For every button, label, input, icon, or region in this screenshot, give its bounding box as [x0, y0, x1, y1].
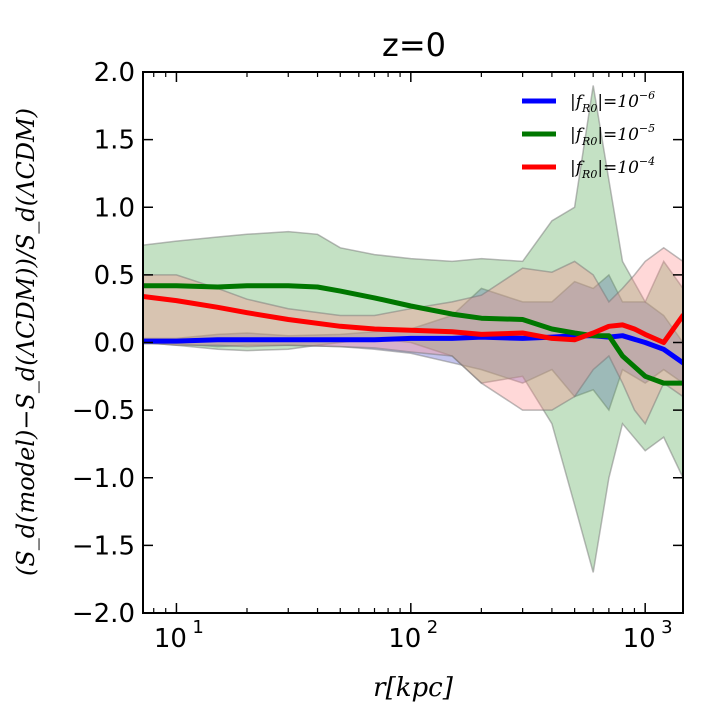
series-lines — [143, 283, 683, 386]
x-tick-label-exponent: 1 — [192, 617, 203, 638]
x-tick-label: 10 3 — [623, 617, 673, 654]
x-tick-label: 10 1 — [154, 617, 204, 654]
line-series-3 — [143, 294, 683, 345]
y-tick-label: 0.5 — [94, 261, 135, 291]
legend-label: |fR0|=10−4 — [570, 155, 655, 181]
legend-label: |fR0|=10−5 — [570, 122, 655, 148]
y-tick-label: 1.0 — [94, 193, 135, 223]
band-series-3 — [143, 246, 683, 426]
x-tick-label-exponent: 3 — [661, 617, 672, 638]
legend: |fR0|=10−6 |fR0|=10−5 |fR0|=10−4 — [522, 89, 655, 181]
legend-label: |fR0|=10−6 — [570, 89, 655, 115]
line-series-2 — [143, 283, 683, 386]
chart-title: z=0 — [382, 26, 446, 64]
line-series-1 — [143, 333, 683, 366]
y-tick-label: −1.0 — [72, 464, 135, 494]
legend-entry: |fR0|=10−6 — [522, 89, 655, 115]
y-tick-label: 0.0 — [94, 329, 135, 359]
x-tick-label: 10 2 — [388, 617, 438, 654]
y-tick-label: 2.0 — [94, 58, 135, 88]
x-tick-label-base: 10 — [388, 624, 421, 654]
y-tick-label: −0.5 — [72, 396, 135, 426]
x-tick-label-exponent: 2 — [427, 617, 438, 638]
y-axis-ticks: 2.0 1.5 1.0 0.5 0.0 −0.5 −1.0 −1.5 −2.0 — [72, 58, 683, 629]
y-tick-label: 1.5 — [94, 126, 135, 156]
y-tick-label: −2.0 — [72, 599, 135, 629]
y-tick-label: −1.5 — [72, 531, 135, 561]
x-tick-label-base: 10 — [623, 624, 656, 654]
legend-entry: |fR0|=10−5 — [522, 122, 655, 148]
x-axis-ticks: 10 1 10 2 10 3 — [153, 72, 673, 654]
x-axis-label: r[kpc] — [373, 673, 454, 703]
x-tick-label-base: 10 — [154, 624, 187, 654]
y-axis-label: (S_d(model)−S_d(ΛCDM))/S_d(ΛCDM) — [12, 108, 40, 576]
legend-entry: |fR0|=10−4 — [522, 155, 655, 181]
y-axis-label-text: (S_d(model)−S_d(ΛCDM))/S_d(ΛCDM) — [12, 108, 40, 576]
